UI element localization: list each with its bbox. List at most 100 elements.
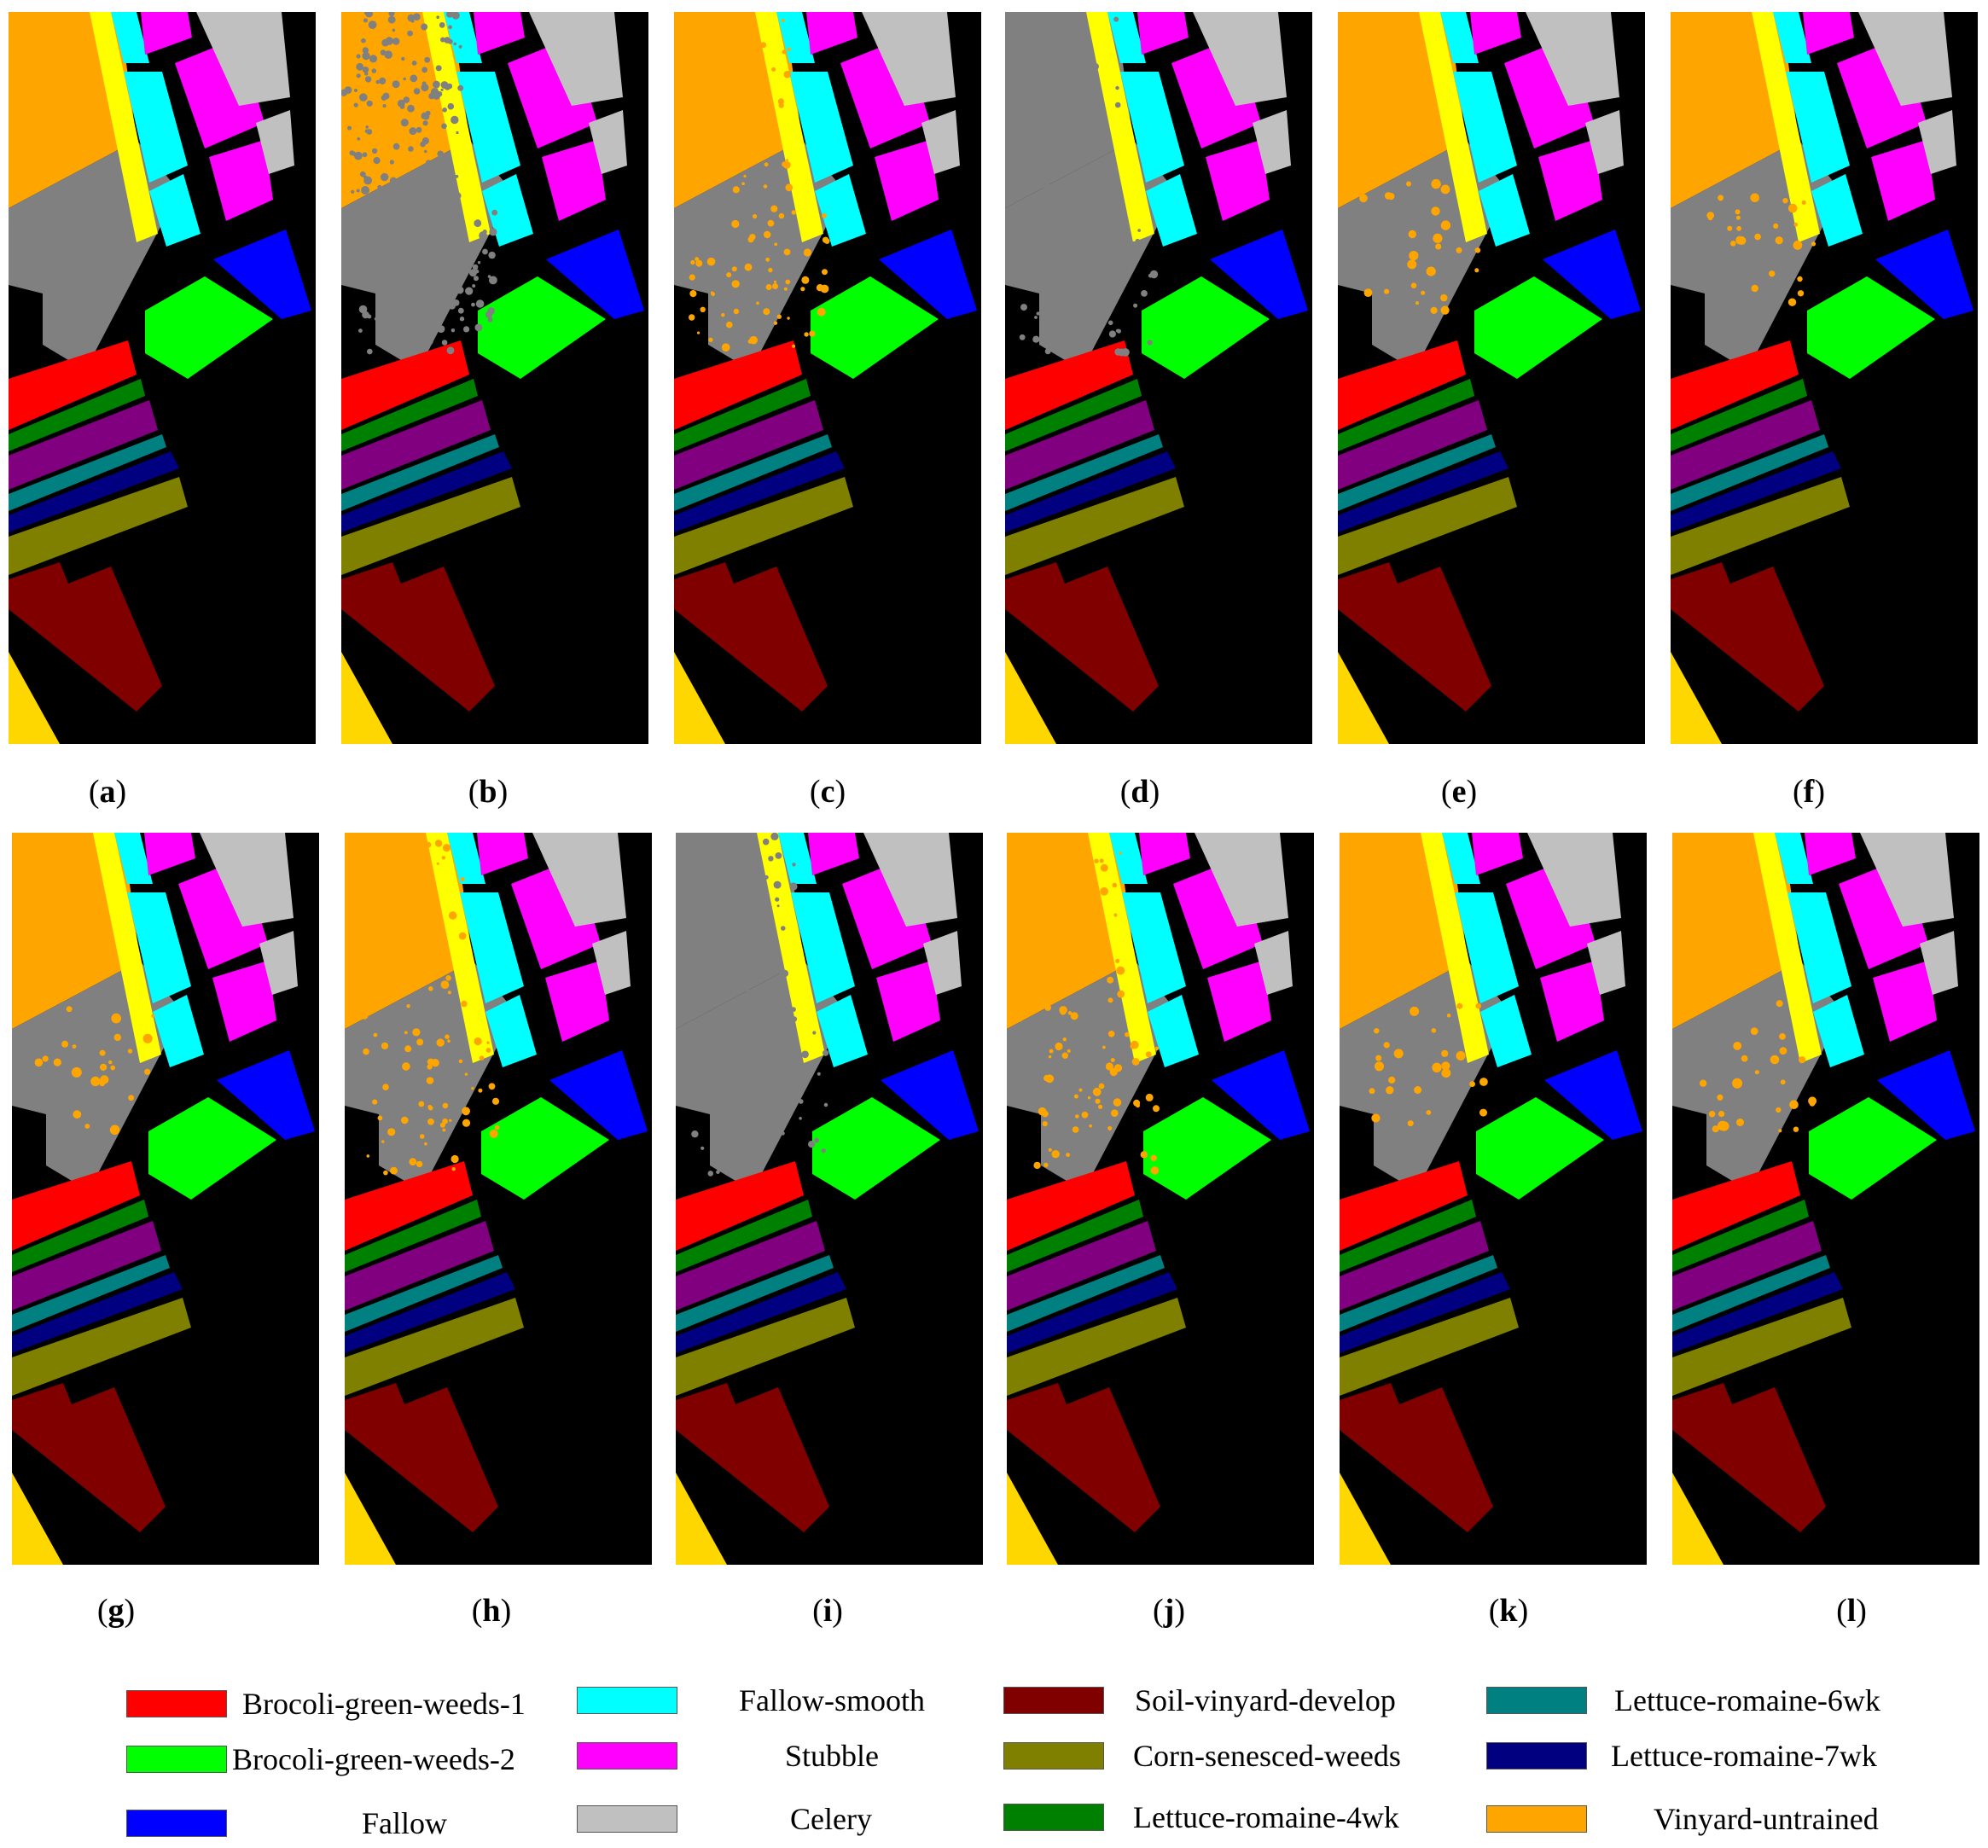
misclassification-speckle [1811, 241, 1817, 247]
misclassification-speckle [110, 1065, 116, 1071]
classification-map-j [1007, 833, 1314, 1565]
misclassification-speckle [474, 276, 479, 282]
misclassification-speckle [398, 177, 403, 181]
misclassification-speckle [53, 1058, 61, 1066]
misclassification-speckle [462, 1107, 470, 1116]
misclassification-speckle [1118, 246, 1122, 250]
purple-strip [1340, 1221, 1489, 1310]
soil-vinyard-field [674, 562, 828, 712]
map-svg [1671, 12, 1973, 744]
misclassification-speckle [1150, 1154, 1157, 1161]
misclassification-speckle [404, 1045, 412, 1053]
misclassification-speckle [402, 889, 410, 897]
classification-map-i [676, 833, 983, 1565]
misclassification-speckle [444, 37, 450, 44]
misclassification-speckle [42, 1055, 49, 1062]
misclassification-speckle [1048, 25, 1053, 31]
misclassification-speckle [1103, 144, 1109, 151]
bottom-yellow-field [345, 1473, 396, 1565]
misclassification-speckle [474, 1037, 482, 1046]
misclassification-speckle [1115, 328, 1119, 333]
misclassification-speckle [767, 219, 775, 227]
misclassification-speckle [1799, 1056, 1806, 1064]
celery-field-1 [1860, 833, 1954, 927]
misclassification-speckle [695, 259, 703, 267]
misclassification-speckle [373, 157, 381, 165]
misclassification-speckle [677, 942, 687, 950]
misclassification-speckle [799, 1078, 802, 1081]
map-svg [341, 12, 644, 744]
misclassification-speckle [356, 228, 361, 234]
misclassification-speckle [361, 247, 367, 253]
legend-swatch [577, 1742, 677, 1770]
misclassification-speckle [354, 89, 357, 92]
misclassification-speckle [700, 140, 707, 147]
misclassification-speckle [360, 171, 366, 177]
misclassification-speckle [369, 55, 378, 63]
misclassification-speckle [379, 77, 387, 84]
bottom-yellow-field [674, 652, 725, 744]
misclassification-speckle [742, 1047, 748, 1053]
misclassification-speckle [1014, 155, 1022, 164]
misclassification-speckle [403, 77, 406, 81]
misclassification-speckle [381, 95, 387, 101]
misclassification-speckle [1074, 968, 1079, 972]
yellow-strip [1421, 833, 1489, 1063]
misclassification-speckle [408, 207, 415, 214]
misclassification-speckle [741, 1007, 749, 1015]
misclassification-speckle [416, 1038, 424, 1046]
misclassification-speckle [1105, 162, 1113, 171]
misclassification-speckle [447, 1039, 450, 1043]
lettuce-4wk-field [341, 379, 478, 451]
misclassification-speckle [71, 1066, 82, 1078]
misclassification-speckle [1717, 1094, 1724, 1101]
purple-strip [1007, 1221, 1156, 1310]
misclassification-speckle [1049, 97, 1054, 102]
misclassification-speckle [699, 921, 703, 926]
misclassification-speckle [771, 67, 776, 72]
misclassification-speckle [690, 259, 695, 265]
brocoli-2-field [481, 1097, 609, 1200]
misclassification-speckle [1088, 126, 1094, 132]
misclassification-speckle [482, 248, 488, 255]
misclassification-speckle [345, 834, 351, 841]
misclassification-speckle [387, 186, 393, 194]
misclassification-speckle [748, 838, 754, 844]
classification-map-k [1340, 833, 1647, 1565]
misclassification-speckle [442, 1118, 448, 1124]
misclassification-speckle [783, 287, 788, 291]
misclassification-speckle [687, 15, 690, 20]
misclassification-speckle [421, 67, 427, 73]
misclassification-speckle [1073, 1094, 1078, 1099]
misclassification-speckle [1056, 953, 1065, 962]
misclassification-speckle [488, 251, 496, 259]
fallow-smooth-field-1 [447, 833, 485, 884]
misclassification-speckle [767, 151, 771, 156]
misclassification-speckle [731, 266, 737, 272]
misclassification-speckle [1787, 298, 1797, 306]
soil-vinyard-field [345, 1383, 498, 1532]
misclassification-speckle [744, 263, 753, 271]
fallow-smooth-field-2 [456, 72, 520, 183]
misclassification-speckle [1042, 1121, 1048, 1127]
legend-label: Lettuce-romaine-7wk [1611, 1739, 1877, 1773]
purple-strip [1338, 400, 1487, 490]
misclassification-speckle [1737, 236, 1747, 245]
misclassification-speckle [450, 1154, 459, 1164]
misclassification-speckle [389, 160, 394, 165]
misclassification-speckle [440, 980, 450, 989]
misclassification-speckle [363, 18, 368, 23]
misclassification-speckle [471, 1087, 474, 1090]
misclassification-speckle [128, 1095, 135, 1101]
misclassification-speckle [390, 1166, 398, 1175]
misclassification-speckle [759, 1043, 767, 1052]
misclassification-speckle [730, 156, 735, 162]
misclassification-speckle [1084, 195, 1088, 198]
misclassification-speckle [1047, 991, 1052, 997]
misclassification-speckle [708, 1002, 714, 1008]
stubble-field-3 [1871, 140, 1935, 221]
purple-strip [345, 1221, 494, 1310]
misclassification-speckle [368, 20, 377, 29]
misclassification-speckle [1369, 1088, 1375, 1095]
brocoli-2-field [1807, 276, 1935, 379]
